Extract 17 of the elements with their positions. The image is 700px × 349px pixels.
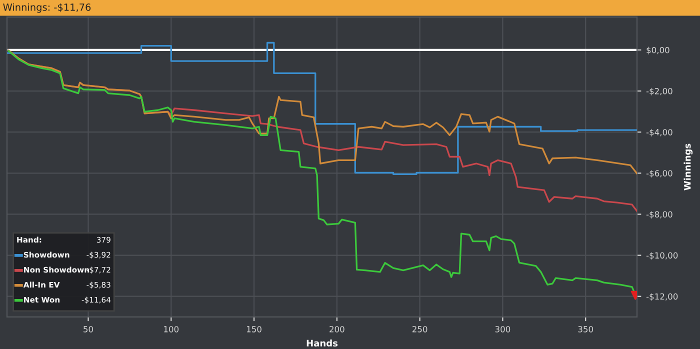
y-tick-label: $0,00: [646, 46, 670, 54]
y-tick-label: -$8,00: [646, 211, 672, 219]
x-tick-label: 350: [578, 326, 594, 332]
y-tick-label: -$10,00: [646, 252, 678, 260]
x-tick-label: 50: [84, 326, 93, 332]
y-tick-label: -$2,00: [646, 88, 672, 96]
y-tick-label: -$6,00: [646, 170, 672, 178]
x-tick-label: 100: [164, 326, 179, 332]
y-tick-label: -$4,00: [646, 128, 672, 136]
x-axis-title: Hands: [306, 340, 338, 347]
chart-title: Winnings: -$11,76: [3, 3, 91, 13]
x-tick-label: 250: [412, 326, 428, 332]
x-tick-label: 150: [246, 326, 262, 332]
y-tick-label: -$12,00: [646, 293, 678, 301]
x-tick-label: 300: [495, 326, 510, 332]
x-tick-label: 200: [330, 326, 344, 332]
y-axis-title: Winnings: [684, 144, 693, 190]
